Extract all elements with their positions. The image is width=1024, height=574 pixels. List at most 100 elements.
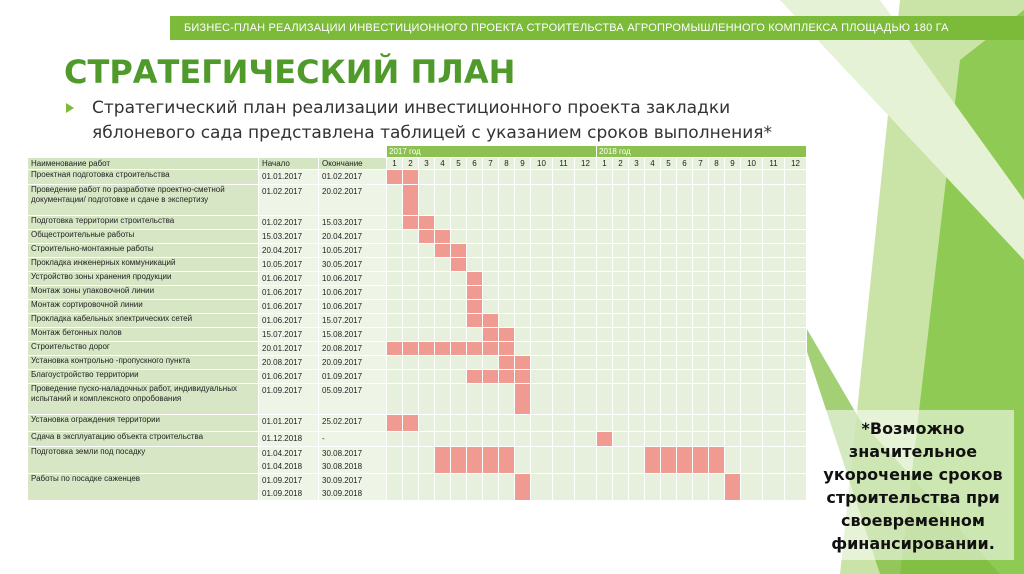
gantt-bar-cell xyxy=(386,341,403,356)
gantt-empty-cell xyxy=(660,341,678,356)
work-name: Благоустройство территории xyxy=(27,369,259,384)
gantt-empty-cell xyxy=(386,431,403,447)
gantt-empty-cell xyxy=(692,271,710,286)
gantt-empty-cell xyxy=(708,327,726,342)
gantt-empty-cell xyxy=(552,215,575,230)
gantt-empty-cell xyxy=(784,184,808,216)
end-date: 15.03.2017 xyxy=(318,215,387,230)
gantt-empty-cell xyxy=(628,215,646,230)
gantt-empty-cell xyxy=(530,169,553,185)
end-date: 10.06.2017 xyxy=(318,271,387,286)
gantt-empty-cell xyxy=(573,327,598,342)
gantt-empty-cell xyxy=(612,383,630,415)
gantt-empty-cell xyxy=(784,169,808,185)
gantt-empty-cell xyxy=(708,169,726,185)
table-row: Установка контрольно -пропускного пункта… xyxy=(27,355,808,370)
banner: БИЗНЕС-ПЛАН РЕАЛИЗАЦИИ ИНВЕСТИЦИОННОГО П… xyxy=(170,16,1024,40)
gantt-empty-cell xyxy=(692,313,710,328)
gantt-empty-cell xyxy=(708,473,726,501)
month-label: 6 xyxy=(466,157,483,170)
gantt-empty-cell xyxy=(724,414,742,432)
gantt-empty-cell xyxy=(784,243,808,258)
gantt-empty-cell xyxy=(784,431,808,447)
month-label: 3 xyxy=(628,157,646,170)
header-name: Наименование работ xyxy=(27,157,259,170)
gantt-empty-cell xyxy=(784,285,808,300)
month-label: 2 xyxy=(612,157,630,170)
work-name: Прокладка инженерных коммуникаций xyxy=(27,257,259,272)
gantt-empty-cell xyxy=(418,414,435,432)
gantt-empty-cell xyxy=(552,285,575,300)
gantt-empty-cell xyxy=(450,229,467,244)
table-row: Строительно-монтажные работы 20.04.2017 10… xyxy=(27,243,808,258)
gantt-empty-cell xyxy=(784,271,808,286)
gantt-empty-cell xyxy=(660,229,678,244)
gantt-empty-cell xyxy=(660,169,678,185)
table-row: Сдача в эксплуатацию объекта строительст… xyxy=(27,431,808,447)
gantt-empty-cell xyxy=(466,473,483,501)
gantt-empty-cell xyxy=(724,271,742,286)
gantt-empty-cell xyxy=(596,341,614,356)
gantt-empty-cell xyxy=(660,431,678,447)
gantt-empty-cell xyxy=(762,383,786,415)
gantt-empty-cell xyxy=(644,383,662,415)
gantt-empty-cell xyxy=(692,215,710,230)
gantt-empty-cell xyxy=(660,285,678,300)
work-name: Проведение работ по разработке проектно-… xyxy=(27,184,259,216)
gantt-empty-cell xyxy=(644,229,662,244)
gantt-empty-cell xyxy=(530,355,553,370)
gantt-empty-cell xyxy=(644,369,662,384)
gantt-empty-cell xyxy=(660,414,678,432)
start-date: 01.06.2017 xyxy=(258,271,319,286)
gantt-empty-cell xyxy=(596,229,614,244)
gantt-empty-cell xyxy=(530,369,553,384)
gantt-empty-cell xyxy=(482,355,499,370)
gantt-empty-cell xyxy=(482,383,499,415)
gantt-empty-cell xyxy=(530,229,553,244)
gantt-bar-cell xyxy=(482,313,499,328)
start-date: 01.06.2017 xyxy=(258,285,319,300)
gantt-empty-cell xyxy=(762,369,786,384)
start-date: 01.02.2017 xyxy=(258,215,319,230)
month-label: 1 xyxy=(596,157,614,170)
gantt-empty-cell xyxy=(552,431,575,447)
gantt-empty-cell xyxy=(482,299,499,314)
month-label: 7 xyxy=(482,157,499,170)
gantt-empty-cell xyxy=(530,215,553,230)
gantt-empty-cell xyxy=(402,243,419,258)
gantt-empty-cell xyxy=(708,184,726,216)
gantt-empty-cell xyxy=(724,431,742,447)
gantt-bar-cell xyxy=(514,473,531,501)
work-name: Монтаж зоны упаковочной линии xyxy=(27,285,259,300)
gantt-empty-cell xyxy=(596,299,614,314)
gantt-empty-cell xyxy=(573,271,598,286)
gantt-empty-cell xyxy=(530,299,553,314)
gantt-empty-cell xyxy=(762,431,786,447)
month-label: 4 xyxy=(434,157,451,170)
gantt-empty-cell xyxy=(386,184,403,216)
gantt-empty-cell xyxy=(573,299,598,314)
gantt-empty-cell xyxy=(628,299,646,314)
gantt-empty-cell xyxy=(514,313,531,328)
gantt-empty-cell xyxy=(692,414,710,432)
gantt-empty-cell xyxy=(660,243,678,258)
gantt-empty-cell xyxy=(552,229,575,244)
gantt-empty-cell xyxy=(386,355,403,370)
gantt-empty-cell xyxy=(514,431,531,447)
gantt-empty-cell xyxy=(676,299,694,314)
gantt-empty-cell xyxy=(596,243,614,258)
gantt-empty-cell xyxy=(434,327,451,342)
gantt-empty-cell xyxy=(660,369,678,384)
bullet-arrow-icon xyxy=(66,103,74,113)
gantt-empty-cell xyxy=(762,414,786,432)
gantt-bar-cell xyxy=(514,355,531,370)
start-date: 01.12.2018 xyxy=(258,431,319,447)
gantt-empty-cell xyxy=(596,169,614,185)
year-header-blank xyxy=(27,145,387,158)
gantt-empty-cell xyxy=(450,271,467,286)
gantt-empty-cell xyxy=(596,313,614,328)
gantt-empty-cell xyxy=(692,355,710,370)
gantt-empty-cell xyxy=(762,299,786,314)
gantt-empty-cell xyxy=(724,313,742,328)
gantt-empty-cell xyxy=(514,271,531,286)
